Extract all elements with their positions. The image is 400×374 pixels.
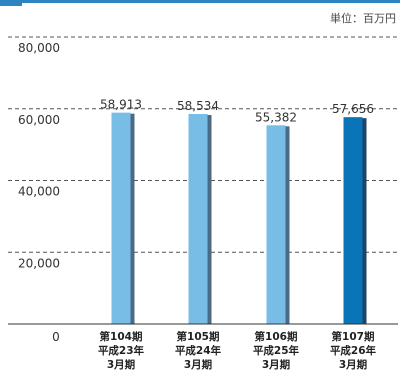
- data-label: 58,913: [100, 98, 142, 112]
- y-tick-label: 80,000: [18, 41, 60, 55]
- bar-shadow: [285, 126, 290, 324]
- data-labels: 58,913 58,534 55,382 57,656: [100, 98, 374, 125]
- bar: [111, 112, 131, 324]
- category-label: 平成25年: [253, 344, 300, 357]
- x-axis-categories: 第104期平成23年3月期第105期平成24年3月期第106期平成25年3月期第…: [98, 330, 377, 371]
- category-label: 平成23年: [98, 344, 145, 357]
- gridlines: [8, 36, 398, 253]
- category-label: 3月期: [107, 358, 135, 371]
- unit-label: 単位：百万円: [330, 11, 396, 25]
- category-label: 第107期: [332, 330, 375, 343]
- data-label: 57,656: [332, 102, 374, 116]
- category-label: 平成26年: [330, 344, 377, 357]
- data-label: 55,382: [255, 110, 297, 124]
- bar: [266, 125, 286, 324]
- bar-shadow: [362, 118, 367, 324]
- category-label: 第106期: [255, 330, 298, 343]
- category-label: 3月期: [262, 358, 290, 371]
- header-fragment: [0, 0, 22, 6]
- top-rule: [0, 0, 400, 3]
- y-axis-ticks: 0 20,000 40,000 60,000 80,000: [18, 41, 60, 344]
- category-label: 第104期: [100, 330, 143, 343]
- category-label: 3月期: [339, 358, 367, 371]
- bar-shadow: [130, 113, 135, 324]
- y-tick-label: 0: [52, 330, 60, 344]
- bar: [188, 114, 208, 324]
- category-label: 第105期: [177, 330, 220, 343]
- y-tick-label: 40,000: [18, 185, 60, 199]
- y-tick-label: 20,000: [18, 256, 60, 270]
- bars: [111, 112, 367, 324]
- category-label: 3月期: [184, 358, 212, 371]
- y-tick-label: 60,000: [18, 113, 60, 127]
- bar-shadow: [207, 115, 212, 324]
- data-label: 58,534: [177, 99, 219, 113]
- bar: [343, 117, 363, 324]
- category-label: 平成24年: [175, 344, 222, 357]
